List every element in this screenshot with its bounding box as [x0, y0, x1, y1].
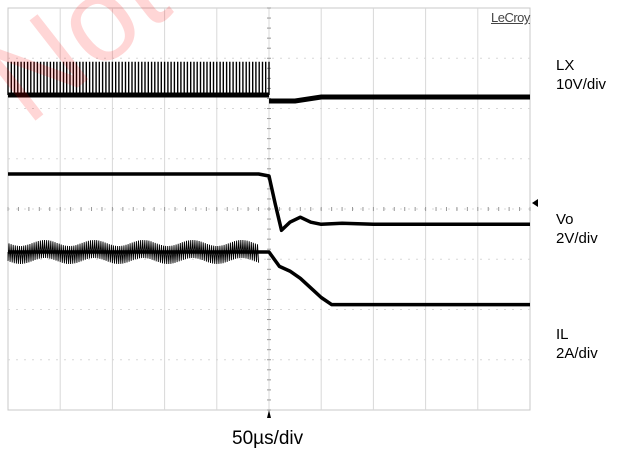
series-lx-after — [269, 94, 530, 104]
legend-vo-scale: 2V/div — [556, 230, 598, 247]
series-il — [8, 250, 530, 307]
series-vo — [8, 172, 530, 233]
legend-lx-name: LX — [556, 57, 575, 74]
legend-il-scale: 2A/div — [556, 345, 598, 362]
legend-vo-name: Vo — [556, 211, 574, 228]
series-lx-switching — [7, 61, 270, 95]
brand-logo: LeCroy — [491, 10, 530, 25]
legend-lx: LX 10V/div — [556, 56, 606, 94]
timebase-label: 50µs/div — [232, 428, 304, 449]
legend-vo: Vo 2V/div — [556, 210, 598, 248]
legend-il: IL 2A/div — [556, 325, 598, 363]
legend-il-name: IL — [556, 326, 569, 343]
trigger-time-marker — [267, 410, 271, 418]
trigger-level-marker — [532, 199, 538, 207]
legend-lx-scale: 10V/div — [556, 76, 607, 93]
